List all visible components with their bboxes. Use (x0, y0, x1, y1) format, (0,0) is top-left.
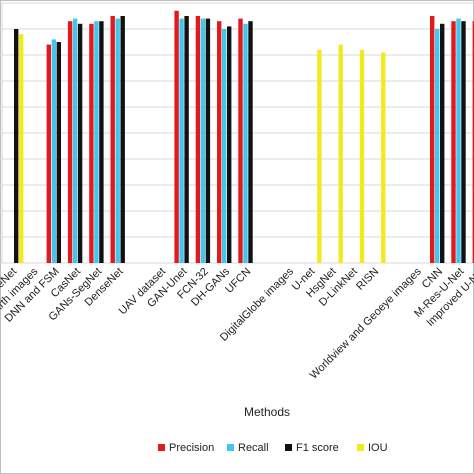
legend: Precision Recall F1 score IOU (158, 442, 388, 454)
bar-precision (46, 44, 51, 263)
bar-f1-score (120, 16, 125, 263)
bar-recall (94, 21, 99, 264)
bar-f1-score (14, 29, 19, 263)
bar-recall (72, 18, 78, 263)
bar-precision (89, 23, 94, 263)
bar-recall (200, 18, 206, 263)
legend-label: Recall (238, 442, 269, 454)
bar-f1-score (440, 23, 445, 263)
x-axis-label: Methods (244, 405, 290, 419)
legend-item: F1 score (285, 442, 339, 454)
bar-f1-score (227, 26, 232, 264)
bar-recall (179, 18, 184, 263)
bar-precision (238, 18, 243, 263)
bar-precision (195, 16, 201, 263)
legend-item: Precision (158, 442, 214, 454)
bar-precision (174, 10, 179, 263)
bar-f1-score (56, 42, 61, 263)
bar-iou (338, 44, 343, 263)
x-tick-label: RISN (354, 266, 381, 293)
bar-recall (435, 29, 440, 263)
bar-f1-score (248, 21, 253, 264)
legend-swatch (158, 444, 165, 451)
bar-recall (222, 29, 227, 263)
bar-recall (115, 18, 120, 263)
bar-iou (19, 34, 24, 264)
bar-recall (51, 39, 56, 264)
legend-label: IOU (368, 442, 388, 454)
bar-iou (317, 49, 322, 263)
bar-f1-score (461, 21, 466, 264)
legend-item: Recall (227, 442, 269, 454)
bar-precision (217, 21, 222, 264)
x-tick-label: DigitalGlobe images (218, 265, 296, 343)
bar-f1-score (77, 23, 83, 263)
bar-iou (381, 52, 386, 264)
bar-precision (451, 21, 456, 264)
bar-recall (456, 18, 461, 263)
bar-recall (243, 23, 248, 263)
bar-f1-score (184, 16, 189, 263)
legend-label: F1 score (296, 442, 339, 454)
bar-precision (67, 21, 73, 264)
bar-f1-score (99, 21, 104, 264)
bar-precision (110, 16, 115, 263)
bar-f1-score (205, 18, 211, 263)
legend-swatch (227, 444, 234, 451)
bar-precision (472, 21, 474, 264)
bar-iou (359, 49, 365, 263)
bars (14, 10, 474, 264)
legend-swatch (357, 444, 364, 451)
legend-label: Precision (169, 442, 214, 454)
legend-swatch (285, 444, 292, 451)
legend-item: IOU (357, 442, 388, 454)
bar-precision (430, 16, 435, 263)
